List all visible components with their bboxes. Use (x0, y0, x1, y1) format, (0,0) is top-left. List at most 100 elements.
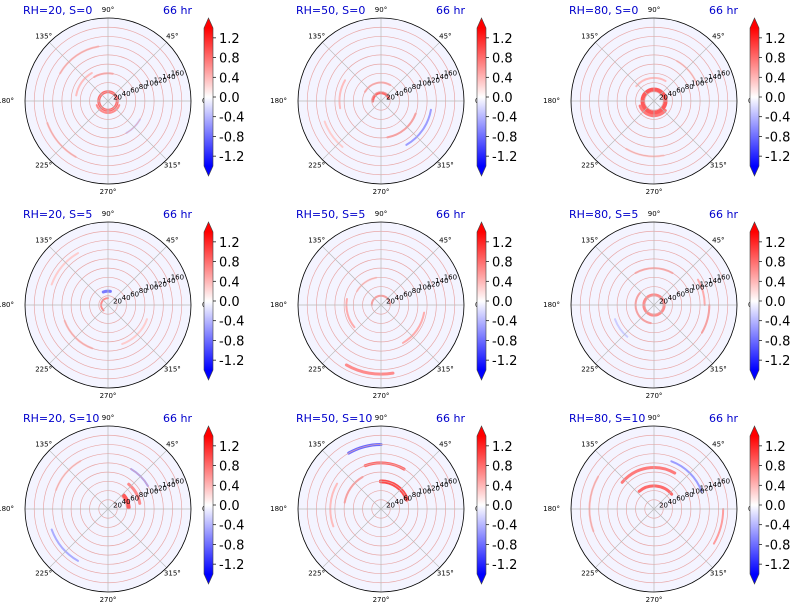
colorbar-tick-label: 0.8 (492, 52, 513, 67)
colorbar-body (477, 28, 486, 166)
radial-tick-label: 40 (395, 498, 404, 506)
radial-tick-label: 100 (418, 80, 431, 88)
colorbar-outline (203, 425, 214, 585)
colorbar-outline (476, 221, 487, 381)
angle-tick-label: 180° (0, 97, 14, 105)
colorbar: 1.2 0.8 0.4 0.0 -0.4 -0.8 -1.2 (203, 17, 244, 177)
radial-tick-label: 160 (717, 69, 730, 77)
colorbar-extend-min (750, 166, 759, 176)
panel-time: 66 hr (436, 4, 465, 17)
colorbar-tick-label: 0.8 (492, 460, 513, 475)
radial-tick-label: 120 (700, 280, 713, 288)
angular-gridline (322, 246, 382, 306)
colorbar-tick-label: 0.4 (492, 275, 513, 290)
colorbar-tick-label: 0.8 (765, 460, 786, 475)
colorbar-tick-label: -0.8 (492, 130, 517, 145)
radial-tick-label: 60 (676, 495, 685, 503)
polar-frame (570, 425, 738, 593)
angle-tick-label: 315° (710, 161, 727, 169)
polar-panel: 0°45°90°135°180°225°270°315°204060801001… (0, 4, 244, 196)
colorbar-extend-min (204, 574, 213, 584)
angle-tick-label: 90° (648, 6, 660, 14)
data-feature (614, 318, 629, 338)
colorbar-tick-label: 0.8 (765, 256, 786, 271)
radial-tick-label: 140 (708, 481, 721, 489)
data-feature (344, 363, 395, 376)
angle-tick-label: 315° (164, 365, 181, 373)
colorbar-tick-label: -0.8 (219, 130, 244, 145)
radial-tick-label: 40 (122, 294, 131, 302)
colorbar-tick-label: 0.0 (765, 91, 786, 106)
colorbar-tick-label: -0.8 (492, 538, 517, 553)
angular-gridline (322, 100, 382, 160)
radial-tick-label: 60 (130, 87, 139, 95)
angle-tick-label: 180° (543, 97, 560, 105)
angular-gridline (595, 100, 655, 160)
polar-panel: 0°45°90°135°180°225°270°315°204060801001… (270, 4, 517, 196)
colorbar-tick-label: 0.8 (765, 52, 786, 67)
colorbar: 1.2 0.8 0.4 0.0 -0.4 -0.8 -1.2 (749, 425, 790, 585)
colorbar-body (477, 232, 486, 370)
polar-panel: 0°45°90°135°180°225°270°315°204060801001… (0, 208, 244, 400)
panel-time: 66 hr (436, 412, 465, 425)
angular-gridline (322, 450, 382, 510)
colorbar-tick-label: 0.4 (492, 71, 513, 86)
panel-time: 66 hr (709, 412, 738, 425)
angular-gridline (107, 508, 167, 568)
panel-time: 66 hr (163, 412, 192, 425)
data-feature (345, 297, 356, 329)
colorbar-tick-label: -0.4 (219, 315, 244, 330)
colorbar-tick-label: 0.8 (219, 256, 240, 271)
angle-tick-label: 270° (373, 596, 390, 604)
angle-tick-label: 270° (100, 188, 117, 196)
radial-tick-label: 20 (386, 298, 395, 306)
colorbar-tick-label: 0.8 (219, 52, 240, 67)
angle-tick-label: 225° (35, 569, 52, 577)
polar-frame (297, 425, 465, 593)
colorbar-tick-label: -0.4 (219, 111, 244, 126)
colorbar-outline (203, 17, 214, 177)
angle-tick-label: 135° (581, 441, 598, 449)
angle-tick-label: 225° (581, 161, 598, 169)
polar-panel: 0°45°90°135°180°225°270°315°204060801001… (543, 412, 790, 604)
colorbar-tick-label: -0.4 (492, 315, 517, 330)
data-feature (50, 528, 80, 562)
colorbar-tick-label: -0.8 (765, 130, 790, 145)
radial-tick-label: 60 (130, 291, 139, 299)
radial-tick-label: 20 (386, 502, 395, 510)
radial-tick-label: 60 (403, 291, 412, 299)
data-feature (401, 311, 426, 344)
colorbar-tick-label: 1.2 (765, 32, 786, 47)
angle-tick-label: 90° (102, 6, 114, 14)
data-feature (637, 484, 674, 496)
colorbar-tick-label: 1.2 (765, 440, 786, 455)
radial-tick-label: 40 (395, 294, 404, 302)
data-feature (329, 482, 339, 528)
radial-tick-label: 40 (668, 90, 677, 98)
angular-gridline (107, 246, 167, 306)
colorbar-extend-min (750, 574, 759, 584)
radial-tick-label: 80 (685, 83, 694, 91)
angle-tick-label: 180° (543, 505, 560, 513)
radial-tick-label: 140 (708, 277, 721, 285)
panel-time: 66 hr (436, 208, 465, 221)
colorbar-tick-label: -0.8 (765, 538, 790, 553)
colorbar-tick-label: 1.2 (492, 440, 513, 455)
radial-tick-label: 100 (145, 80, 158, 88)
data-feature (101, 289, 112, 294)
angle-tick-label: 270° (100, 392, 117, 400)
colorbar-extend-min (750, 370, 759, 380)
angle-tick-label: 180° (270, 97, 287, 105)
angle-tick-label: 315° (437, 161, 454, 169)
angle-tick-label: 315° (164, 161, 181, 169)
angle-tick-label: 90° (375, 6, 387, 14)
polar-frame (24, 17, 192, 185)
colorbar-tick-label: 0.0 (492, 295, 513, 310)
radial-tick-label: 60 (676, 291, 685, 299)
angular-gridline (653, 508, 713, 568)
angle-tick-label: 135° (581, 33, 598, 41)
panel-title: RH=20, S=10 (23, 412, 99, 425)
colorbar-tick-label: -0.4 (219, 519, 244, 534)
colorbar: 1.2 0.8 0.4 0.0 -0.4 -0.8 -1.2 (749, 17, 790, 177)
